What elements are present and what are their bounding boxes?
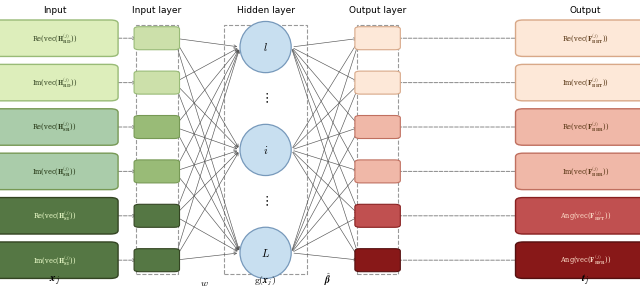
FancyBboxPatch shape xyxy=(0,20,118,56)
Text: $\vdots$: $\vdots$ xyxy=(262,92,269,105)
FancyBboxPatch shape xyxy=(134,204,179,227)
Text: Re(vec($\mathbf{F}_{\mathbf{BBR}}^{(j)}$)): Re(vec($\mathbf{F}_{\mathbf{BBR}}^{(j)}$… xyxy=(562,121,609,133)
Text: Input layer: Input layer xyxy=(132,6,181,15)
FancyBboxPatch shape xyxy=(516,20,640,56)
Text: Re(vec($\mathbf{H}_{\mathbf{SI}}^{(j)}$)): Re(vec($\mathbf{H}_{\mathbf{SI}}^{(j)}$)… xyxy=(33,209,76,222)
Bar xyxy=(357,25,398,273)
FancyBboxPatch shape xyxy=(355,160,401,183)
Text: Im(vec($\mathbf{H}_{\mathbf{SR}}^{(j)}$)): Im(vec($\mathbf{H}_{\mathbf{SR}}^{(j)}$)… xyxy=(32,165,77,178)
Text: Ang(vec($\mathbf{F}_{\mathbf{RFT}}^{(j)}$)): Ang(vec($\mathbf{F}_{\mathbf{RFT}}^{(j)}… xyxy=(560,209,611,223)
Text: Output: Output xyxy=(570,6,602,15)
FancyBboxPatch shape xyxy=(355,116,401,138)
Text: Re(vec($\mathbf{F}_{\mathbf{BBT}}^{(j)}$)): Re(vec($\mathbf{F}_{\mathbf{BBT}}^{(j)}$… xyxy=(562,32,609,45)
FancyBboxPatch shape xyxy=(134,249,179,272)
FancyBboxPatch shape xyxy=(516,64,640,101)
FancyBboxPatch shape xyxy=(355,204,401,227)
Text: $\boldsymbol{x}_j$: $\boldsymbol{x}_j$ xyxy=(49,275,60,288)
Text: Re(vec($\mathbf{H}_{\mathbf{RD}}^{(j)}$)): Re(vec($\mathbf{H}_{\mathbf{RD}}^{(j)}$)… xyxy=(32,32,77,45)
FancyBboxPatch shape xyxy=(134,71,179,94)
FancyBboxPatch shape xyxy=(0,153,118,190)
FancyBboxPatch shape xyxy=(516,153,640,190)
Bar xyxy=(136,25,178,273)
Text: Im(vec($\mathbf{H}_{\mathbf{RD}}^{(j)}$)): Im(vec($\mathbf{H}_{\mathbf{RD}}^{(j)}$)… xyxy=(32,76,77,89)
Text: Output layer: Output layer xyxy=(349,6,406,15)
Text: $\vdots$: $\vdots$ xyxy=(262,195,269,208)
Text: $w$: $w$ xyxy=(200,279,209,288)
Ellipse shape xyxy=(240,124,291,176)
FancyBboxPatch shape xyxy=(355,27,401,50)
Text: Ang(vec($\mathbf{F}_{\mathbf{RFR}}^{(j)}$)): Ang(vec($\mathbf{F}_{\mathbf{RFR}}^{(j)}… xyxy=(560,253,611,267)
FancyBboxPatch shape xyxy=(0,109,118,145)
FancyBboxPatch shape xyxy=(355,71,401,94)
Text: $l$: $l$ xyxy=(263,41,268,53)
FancyBboxPatch shape xyxy=(0,198,118,234)
Ellipse shape xyxy=(240,227,291,278)
FancyBboxPatch shape xyxy=(516,242,640,278)
FancyBboxPatch shape xyxy=(516,109,640,145)
Text: $\mathrm{g}(\boldsymbol{x}_j)$: $\mathrm{g}(\boldsymbol{x}_j)$ xyxy=(255,275,276,288)
Text: Im(vec($\mathbf{F}_{\mathbf{BBT}}^{(j)}$)): Im(vec($\mathbf{F}_{\mathbf{BBT}}^{(j)}$… xyxy=(562,76,609,89)
Text: Im(vec($\mathbf{H}_{\mathbf{SI}}^{(j)}$)): Im(vec($\mathbf{H}_{\mathbf{SI}}^{(j)}$)… xyxy=(33,254,76,267)
Text: $i$: $i$ xyxy=(263,144,268,156)
FancyBboxPatch shape xyxy=(0,242,118,278)
FancyBboxPatch shape xyxy=(516,198,640,234)
FancyBboxPatch shape xyxy=(134,116,179,138)
FancyBboxPatch shape xyxy=(0,64,118,101)
FancyBboxPatch shape xyxy=(134,27,179,50)
Text: Re(vec($\mathbf{H}_{\mathbf{SR}}^{(j)}$)): Re(vec($\mathbf{H}_{\mathbf{SR}}^{(j)}$)… xyxy=(32,121,77,133)
Text: $\boldsymbol{t}_j$: $\boldsymbol{t}_j$ xyxy=(581,273,590,288)
Text: Input: Input xyxy=(43,6,66,15)
Text: $\hat{\boldsymbol{\beta}}$: $\hat{\boldsymbol{\beta}}$ xyxy=(324,272,332,288)
FancyBboxPatch shape xyxy=(355,249,401,272)
FancyBboxPatch shape xyxy=(134,160,179,183)
Bar xyxy=(224,25,307,273)
Text: Im(vec($\mathbf{F}_{\mathbf{BBR}}^{(j)}$)): Im(vec($\mathbf{F}_{\mathbf{BBR}}^{(j)}$… xyxy=(562,165,609,178)
Text: Hidden layer: Hidden layer xyxy=(237,6,294,15)
Ellipse shape xyxy=(240,21,291,73)
Text: $L$: $L$ xyxy=(261,247,270,259)
